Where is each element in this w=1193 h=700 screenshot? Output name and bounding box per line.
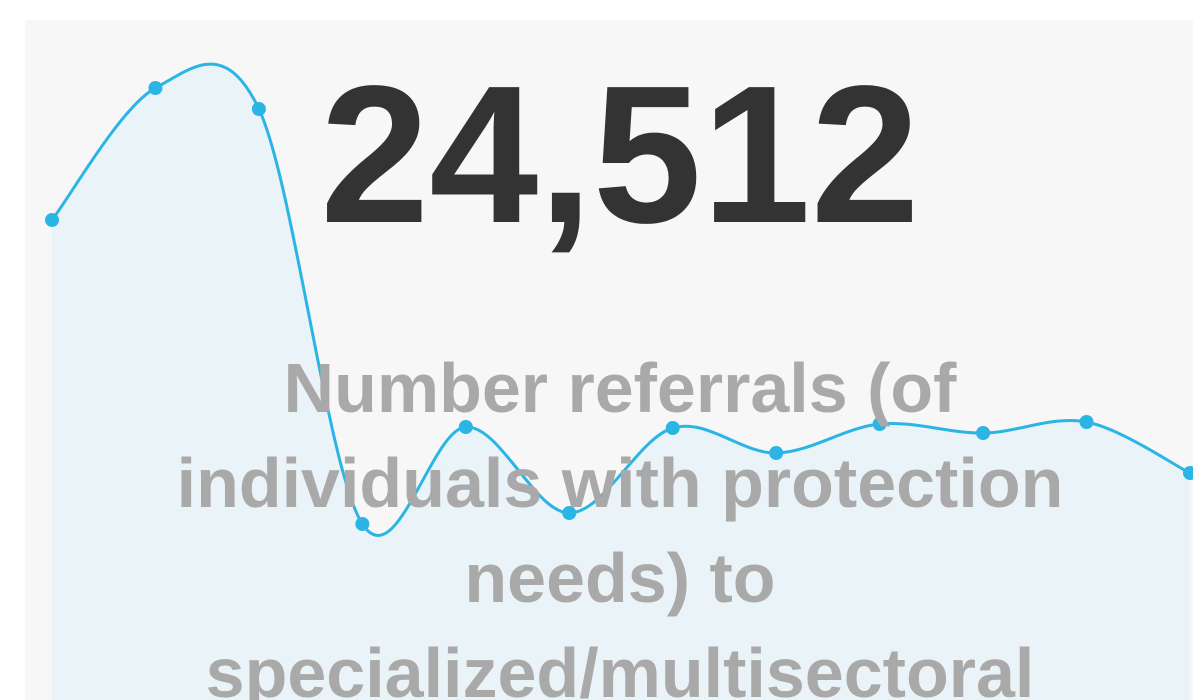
point <box>45 213 59 227</box>
point <box>1183 466 1193 480</box>
point <box>251 102 266 116</box>
point <box>665 421 680 435</box>
subtitle: Number referrals (of individuals with pro… <box>177 349 1064 700</box>
point <box>872 417 887 431</box>
line <box>50 62 1191 537</box>
area <box>52 64 1190 700</box>
subtitle-line: needs) to <box>464 539 775 617</box>
point <box>562 506 577 520</box>
point <box>976 426 991 440</box>
subtitle-line: individuals with protection <box>177 444 1064 522</box>
sparkline <box>45 62 1193 700</box>
point <box>1079 415 1094 429</box>
subtitle-line: Number referrals (of <box>284 349 958 427</box>
point <box>769 446 784 460</box>
subtitle-line: specialized/multisectoral <box>206 634 1035 700</box>
kpi-value: 24,512 <box>320 45 919 264</box>
point <box>458 420 473 434</box>
point <box>148 81 163 95</box>
point <box>355 517 370 531</box>
